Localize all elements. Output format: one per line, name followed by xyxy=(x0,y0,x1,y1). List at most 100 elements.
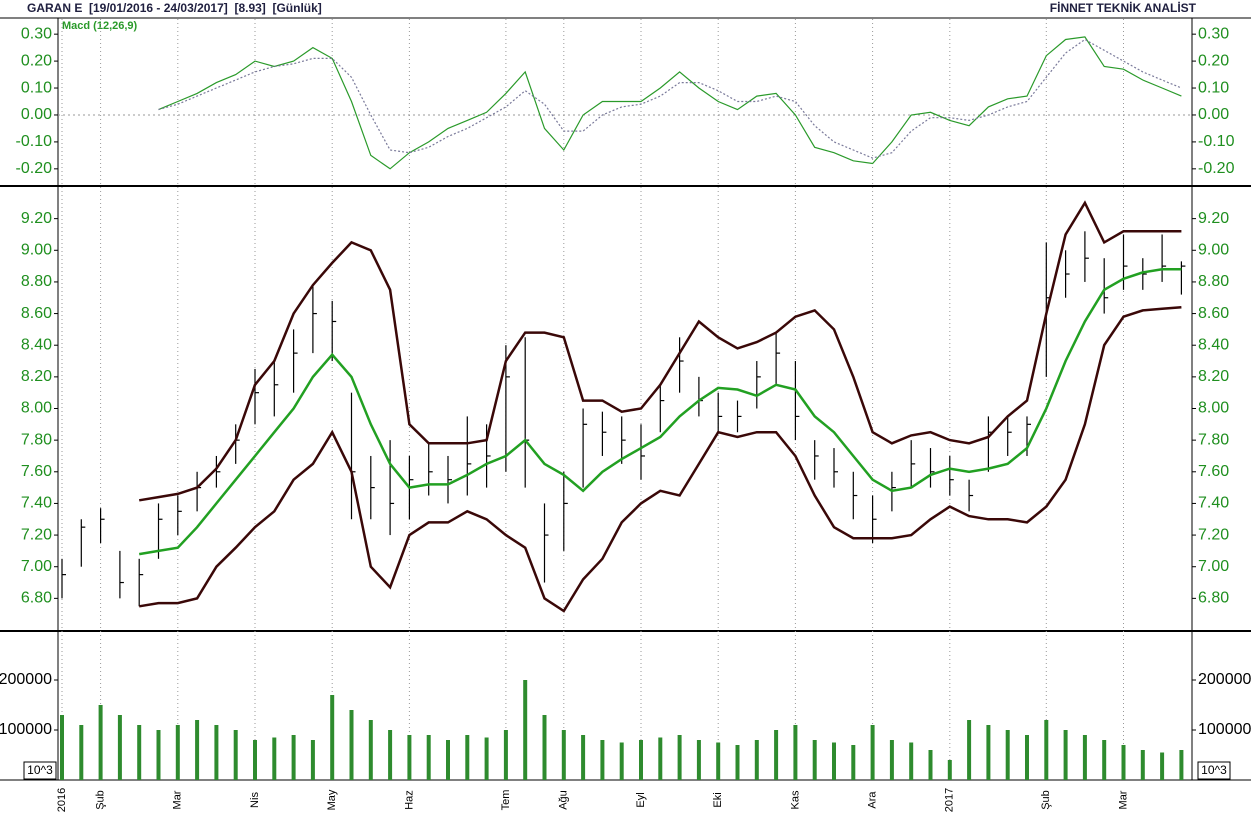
y-tick-label: -0.20 xyxy=(16,160,53,177)
volume-bar xyxy=(735,745,740,780)
legend-label: Macd (12,26,9) xyxy=(62,20,138,32)
x-tick-label: Kas xyxy=(789,790,801,809)
volume-bar xyxy=(1140,750,1145,780)
y-tick-label: -0.10 xyxy=(1198,133,1235,150)
y-tick-label: 7.60 xyxy=(1198,463,1229,480)
x-tick-label: 2017 xyxy=(944,788,956,812)
volume-bar xyxy=(98,705,103,780)
x-tick-label: May xyxy=(326,789,338,810)
y-tick-label: -0.10 xyxy=(16,133,53,150)
volume-bar xyxy=(1121,745,1126,780)
volume-bar xyxy=(928,750,933,780)
unit-box xyxy=(23,761,57,780)
volume-bar xyxy=(658,737,663,780)
volume-bar xyxy=(253,740,257,780)
volume-bar xyxy=(542,715,547,780)
volume-bar xyxy=(1044,720,1049,780)
x-tick-label: Ara xyxy=(867,791,879,809)
volume-bar xyxy=(1160,752,1165,780)
volume-bar xyxy=(793,725,798,780)
y-tick-label: 6.80 xyxy=(1198,590,1229,607)
y-tick-label: 8.60 xyxy=(21,305,52,322)
y-tick-label: 9.00 xyxy=(1198,242,1229,259)
y-tick-label: 7.60 xyxy=(21,463,52,480)
volume-bar xyxy=(1005,730,1010,780)
y-tick-label: 6.80 xyxy=(21,590,52,607)
y-tick-label: 0.20 xyxy=(21,52,52,69)
y-tick-label: 0.30 xyxy=(21,25,52,42)
volume-bar xyxy=(986,725,991,780)
volume-bar xyxy=(195,720,200,780)
volume-bar xyxy=(774,730,779,780)
y-tick-label: 0.20 xyxy=(1198,52,1229,69)
volume-bar xyxy=(407,735,412,780)
y-tick-label: 7.80 xyxy=(21,431,52,448)
y-tick-label: 0.00 xyxy=(1198,106,1229,123)
volume-bar xyxy=(79,725,84,780)
x-tick-label: Tem xyxy=(500,790,512,811)
x-tick-label: Şub xyxy=(95,790,107,810)
volume-bar xyxy=(889,740,894,780)
y-tick-label: 100000 xyxy=(1198,721,1251,738)
volume-bar xyxy=(947,760,952,780)
x-tick-label: Mar xyxy=(1117,790,1129,809)
y-tick-label: 7.00 xyxy=(1198,558,1229,575)
volume-bar xyxy=(870,725,875,780)
volume-bar xyxy=(272,737,277,780)
y-tick-label: 7.80 xyxy=(1198,431,1229,448)
series-line xyxy=(158,38,1182,159)
series-line xyxy=(158,36,1182,170)
volume-bar xyxy=(426,735,431,780)
chart-title: GARAN E [19/01/2016 - 24/03/2017] [8.93]… xyxy=(27,1,322,15)
y-tick-label: 200000 xyxy=(1198,671,1251,688)
volume-bar xyxy=(310,740,315,780)
volume-bar xyxy=(754,740,759,780)
y-tick-label: 7.40 xyxy=(1198,495,1229,512)
volume-bar xyxy=(1179,750,1184,780)
volume-bar xyxy=(60,715,64,780)
volume-bar xyxy=(851,745,856,780)
y-tick-label: 8.40 xyxy=(21,336,52,353)
y-tick-label: -0.20 xyxy=(1198,160,1235,177)
volume-bar xyxy=(1063,730,1068,780)
x-tick-label: Şub xyxy=(1040,790,1052,810)
y-tick-label: 7.40 xyxy=(21,495,52,512)
volume-bar xyxy=(117,715,122,780)
volume-bar xyxy=(677,735,682,780)
volume-bar xyxy=(349,710,354,780)
y-tick-label: 200000 xyxy=(0,671,52,688)
x-tick-label: Mar xyxy=(172,790,184,809)
volume-bar xyxy=(291,735,296,780)
y-tick-label: 0.30 xyxy=(1198,25,1229,42)
volume-bar xyxy=(523,680,528,780)
brand: FİNNET TEKNİK ANALİST xyxy=(1050,0,1197,15)
volume-bar xyxy=(175,725,180,780)
volume-bar xyxy=(600,740,605,780)
volume-bar xyxy=(330,695,335,780)
volume-bar xyxy=(581,735,586,780)
y-tick-label: 7.00 xyxy=(21,558,52,575)
volume-bar xyxy=(137,725,142,780)
volume-bar xyxy=(561,730,566,780)
series-line xyxy=(138,200,1182,502)
volume-bar xyxy=(214,725,219,780)
x-tick-label: Eki xyxy=(712,792,724,807)
y-tick-label: 7.20 xyxy=(21,526,52,543)
y-tick-label: 8.40 xyxy=(1198,336,1229,353)
volume-bar xyxy=(446,740,450,780)
y-tick-label: 8.20 xyxy=(1198,368,1229,385)
volume-bar xyxy=(503,730,508,780)
y-tick-label: 8.00 xyxy=(1198,400,1229,417)
volume-bar xyxy=(812,740,817,780)
volume-bar xyxy=(832,742,836,780)
series-line xyxy=(138,305,1182,613)
y-tick-label: 0.10 xyxy=(1198,79,1229,96)
volume-bar xyxy=(1082,735,1087,780)
volume-bar xyxy=(909,742,914,780)
volume-bar xyxy=(233,730,238,780)
y-tick-label: 8.80 xyxy=(1198,273,1229,290)
volume-bar xyxy=(1025,735,1029,780)
volume-bar xyxy=(639,740,643,780)
x-tick-label: Haz xyxy=(403,790,415,810)
